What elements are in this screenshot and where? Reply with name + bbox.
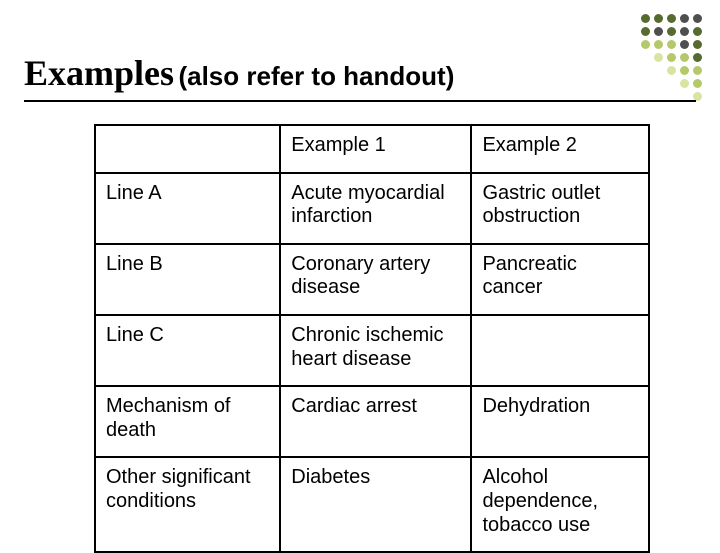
decor-dot [641, 14, 650, 23]
decor-dot [641, 40, 650, 49]
decorative-dots [641, 14, 702, 105]
table-cell: Dehydration [471, 386, 649, 457]
decor-dot [693, 27, 702, 36]
table-cell: Other significant conditions [95, 457, 280, 552]
decor-dot [667, 40, 676, 49]
table-header-cell: Example 2 [471, 125, 649, 173]
table-header-cell: Example 1 [280, 125, 471, 173]
table-cell: Gastric outlet obstruction [471, 173, 649, 244]
table-cell: Acute myocardial infarction [280, 173, 471, 244]
decor-dot [667, 53, 676, 62]
table-cell: Pancreatic cancer [471, 244, 649, 315]
decor-dot [693, 79, 702, 88]
table-row: Line BCoronary artery diseasePancreatic … [95, 244, 649, 315]
table-cell: Line C [95, 315, 280, 386]
decor-dot [654, 53, 663, 62]
decor-row [641, 40, 702, 49]
decor-dot [667, 14, 676, 23]
table-cell: Line B [95, 244, 280, 315]
decor-dot [693, 40, 702, 49]
table-row: Line CChronic ischemic heart disease [95, 315, 649, 386]
table-cell: Cardiac arrest [280, 386, 471, 457]
decor-dot [641, 27, 650, 36]
decor-dot [667, 27, 676, 36]
table-cell: Diabetes [280, 457, 471, 552]
decor-row [641, 53, 702, 62]
table-cell: Chronic ischemic heart disease [280, 315, 471, 386]
table-cell: Coronary artery disease [280, 244, 471, 315]
slide-title: Examples (also refer to handout) [24, 52, 454, 94]
examples-table: Example 1Example 2Line AAcute myocardial… [94, 124, 650, 553]
table-cell: Mechanism of death [95, 386, 280, 457]
decor-row [641, 14, 702, 23]
title-underline [24, 100, 696, 102]
table-row: Line AAcute myocardial infarctionGastric… [95, 173, 649, 244]
decor-dot [654, 27, 663, 36]
decor-dot [680, 79, 689, 88]
decor-dot [680, 40, 689, 49]
table-header-row: Example 1Example 2 [95, 125, 649, 173]
decor-dot [680, 66, 689, 75]
decor-dot [680, 27, 689, 36]
table-cell: Alcohol dependence, tobacco use [471, 457, 649, 552]
title-sub: (also refer to handout) [178, 61, 454, 91]
table-row: Mechanism of deathCardiac arrestDehydrat… [95, 386, 649, 457]
decor-dot [693, 14, 702, 23]
table-header-cell [95, 125, 280, 173]
decor-dot [693, 53, 702, 62]
decor-dot [654, 40, 663, 49]
decor-row [641, 27, 702, 36]
table-cell: Line A [95, 173, 280, 244]
table-cell [471, 315, 649, 386]
decor-dot [680, 14, 689, 23]
title-main: Examples [24, 53, 174, 93]
decor-row [641, 66, 702, 75]
decor-dot [654, 14, 663, 23]
decor-dot [693, 66, 702, 75]
table-row: Other significant conditionsDiabetesAlco… [95, 457, 649, 552]
decor-row [641, 79, 702, 88]
decor-dot [667, 66, 676, 75]
decor-dot [680, 53, 689, 62]
